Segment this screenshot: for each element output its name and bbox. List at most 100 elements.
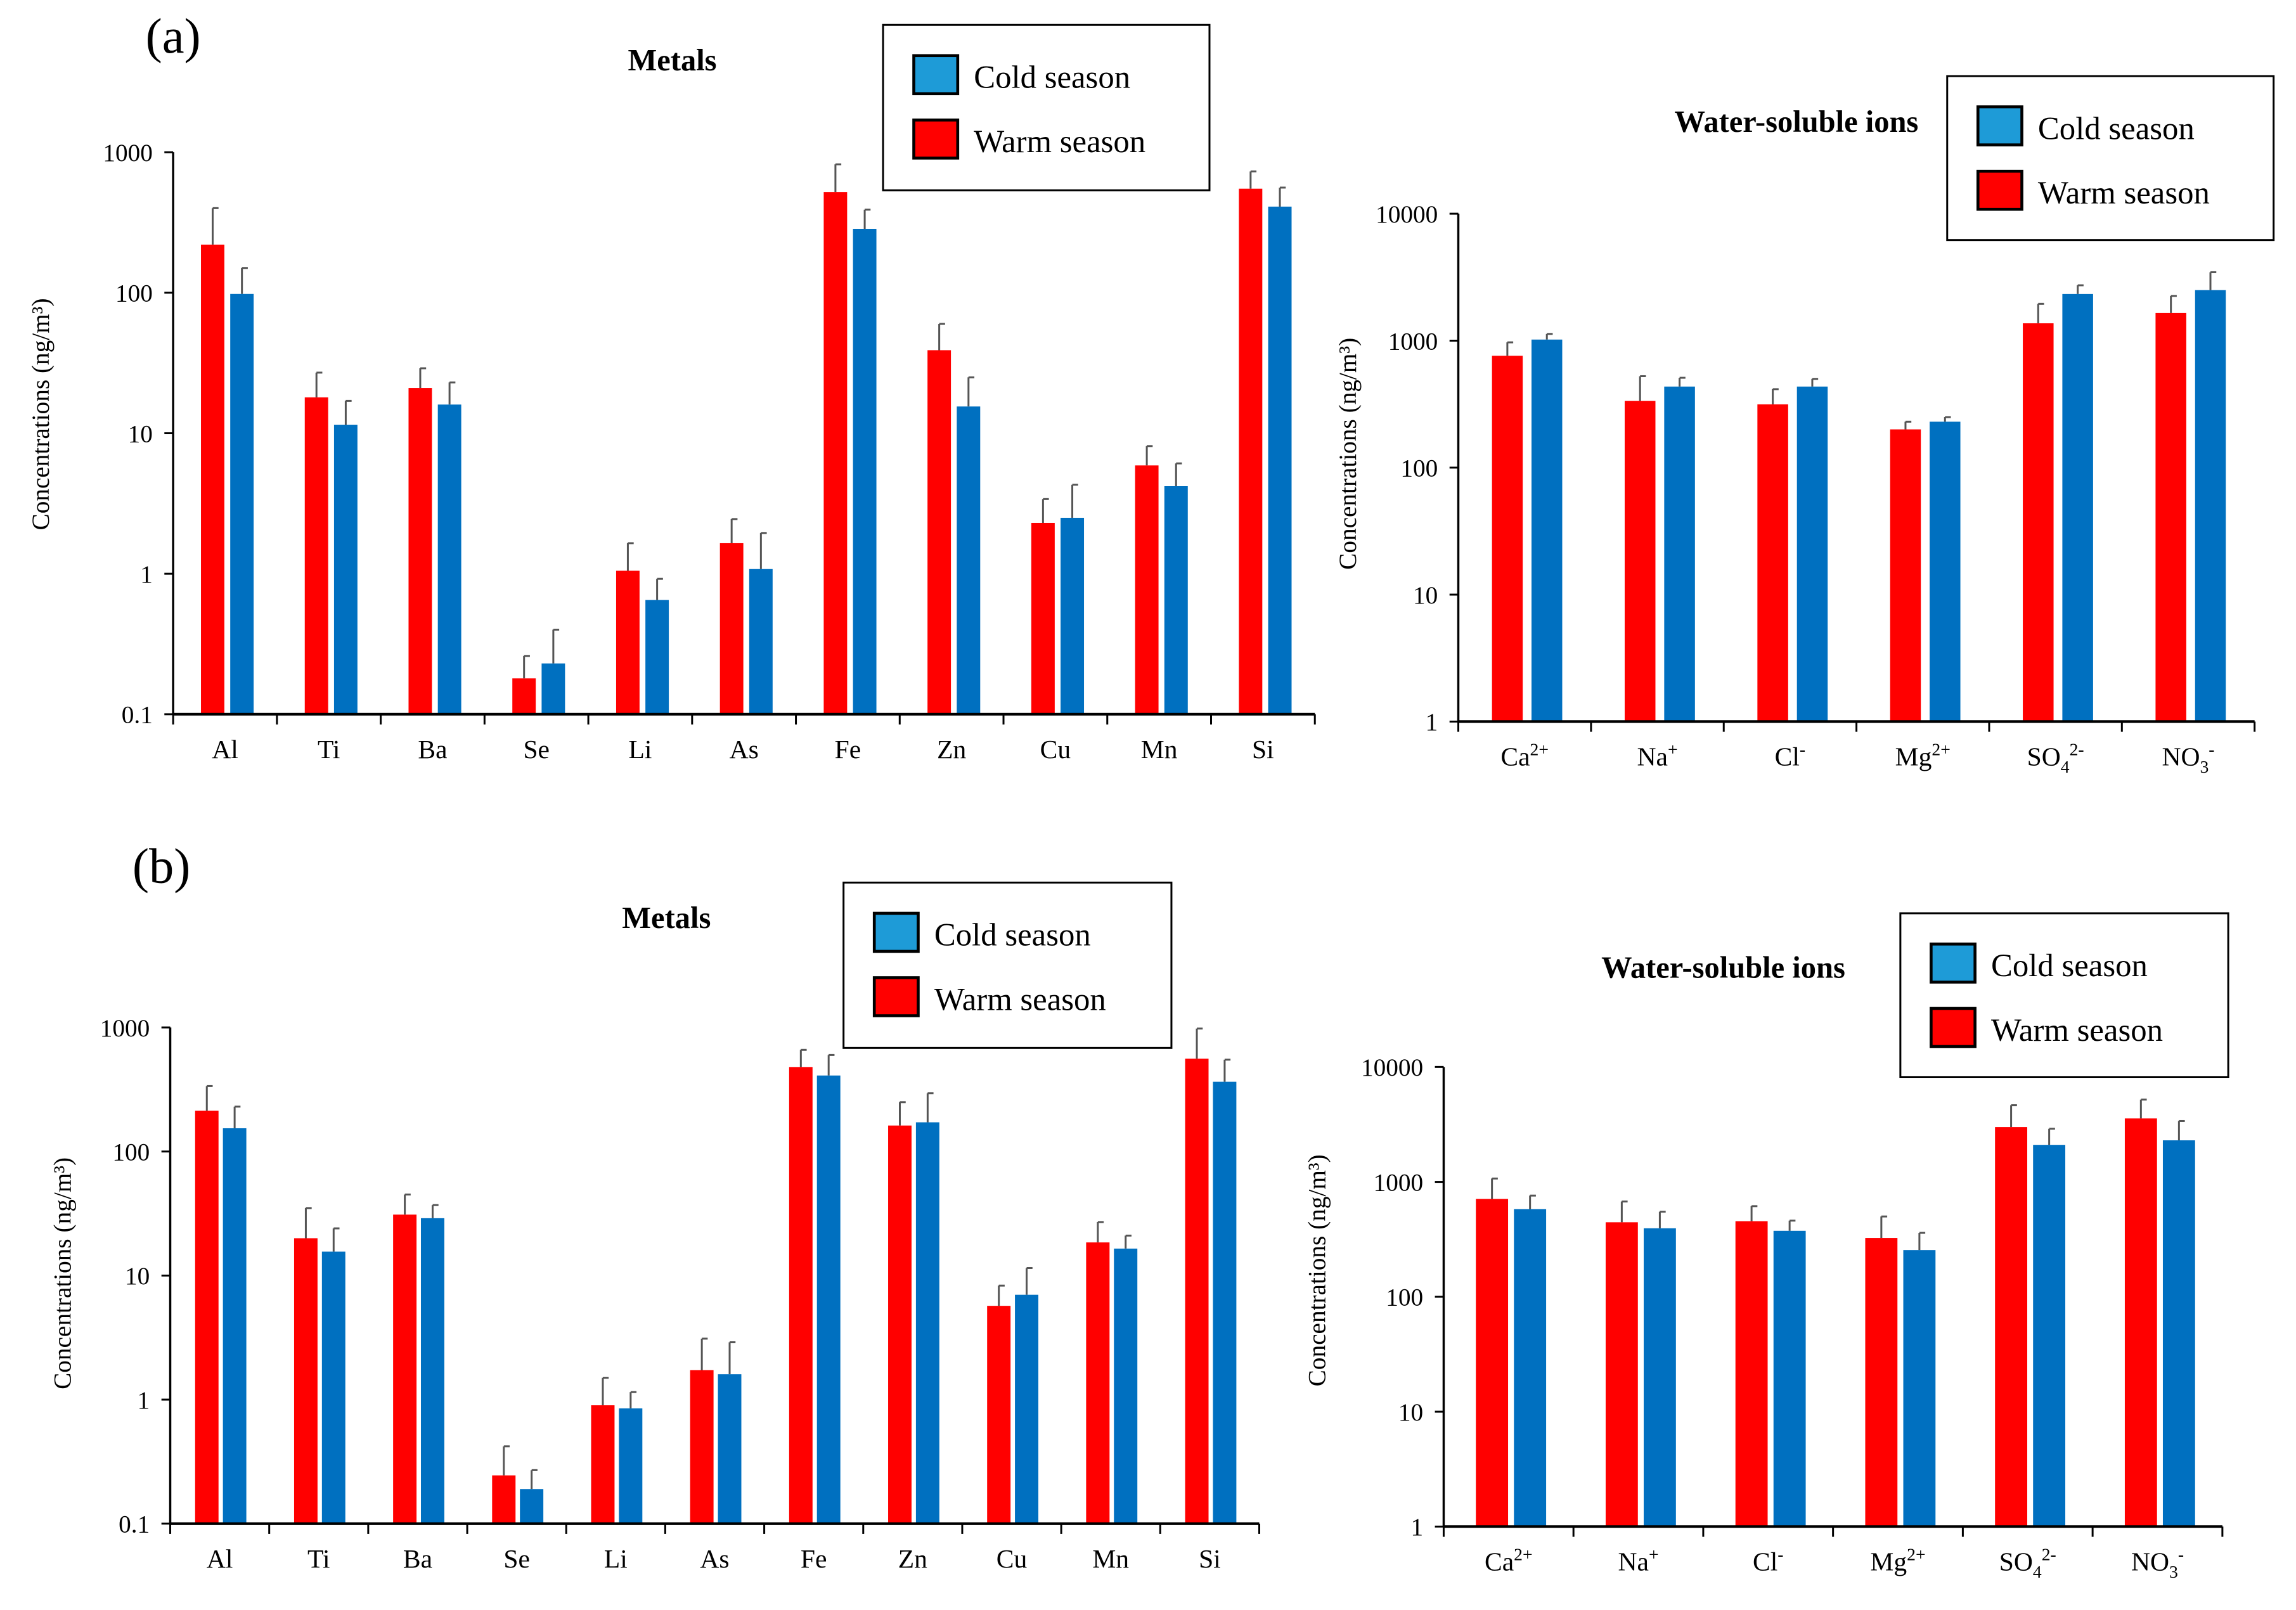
- label-part: 4: [2033, 1562, 2042, 1581]
- label-part: -: [2209, 739, 2214, 759]
- legend-entry-label: Warm season: [934, 981, 1106, 1017]
- warm-bar: [2124, 1118, 2157, 1527]
- legend-entry-label: Warm season: [2038, 175, 2210, 210]
- label-part: 2+: [1514, 1544, 1532, 1564]
- legend: Cold season Warm season: [842, 881, 1173, 1049]
- chart-title: Water-soluble ions: [1601, 951, 1845, 984]
- label-part: Zn: [937, 735, 966, 764]
- y-tick-label: 10000: [1361, 1054, 1423, 1081]
- x-tick-label: Fe: [835, 735, 861, 764]
- label-part: 2+: [1907, 1544, 1925, 1564]
- warm-bar: [1031, 522, 1055, 714]
- warm-bar: [1476, 1199, 1509, 1527]
- cold-bar: [1644, 1228, 1676, 1527]
- legend-entry-label: Cold season: [1991, 948, 2148, 983]
- label-part: Zn: [898, 1544, 927, 1573]
- legend-box: [882, 23, 1211, 191]
- warm-bar: [1185, 1059, 1209, 1524]
- y-tick-label: 100: [1386, 1284, 1423, 1311]
- y-tick-label: 1000: [103, 139, 153, 167]
- label-part: Ca: [1485, 1547, 1514, 1576]
- label-part: 3: [2200, 757, 2209, 776]
- label-part: Mn: [1092, 1544, 1129, 1573]
- cold-bar: [2062, 293, 2093, 722]
- x-tick-label: Cu: [1040, 735, 1071, 764]
- x-tick-label: Cl-: [1775, 739, 1806, 771]
- legend-entry-label: Warm season: [974, 124, 1145, 159]
- x-tick-label: Ti: [318, 735, 340, 764]
- warm-bar: [719, 543, 744, 714]
- y-axis-label: Concentrations (ng/m³): [1303, 1154, 1331, 1386]
- cold-season-swatch: [912, 54, 960, 96]
- warm-bar: [293, 1238, 318, 1524]
- x-tick-label: Zn: [937, 735, 966, 764]
- x-tick-label: Ca2+: [1500, 739, 1549, 771]
- cold-bar: [2162, 1140, 2195, 1527]
- cold-bar: [1773, 1230, 1806, 1527]
- label-part: Se: [503, 1544, 530, 1573]
- cold-bar: [1164, 486, 1188, 714]
- warm-season-swatch: [912, 119, 960, 160]
- warm-bar: [492, 1475, 516, 1524]
- x-tick-label: SO42-: [1999, 1544, 2056, 1581]
- y-tick-label: 1000: [100, 1015, 150, 1042]
- y-axis-label: Concentrations (ng/m³): [27, 298, 55, 530]
- y-tick-label: 1000: [1388, 328, 1438, 355]
- label-part: 2+: [1530, 739, 1549, 759]
- warm-bar: [927, 350, 951, 714]
- label-part: +: [1668, 739, 1678, 759]
- label-part: Na: [1618, 1547, 1649, 1576]
- warm-bar: [1239, 188, 1263, 714]
- label-part: Al: [207, 1544, 233, 1573]
- chart-b-ions: Water-soluble ions Concentrations (ng/m³)…: [1303, 912, 2229, 1581]
- chart-a-metals: (a) Metals Concentrations (ng/m³) 0.1 1 10 100…: [27, 8, 1316, 764]
- label-part: NO: [2131, 1547, 2169, 1576]
- chart-b-metals: (b) Metals Concentrations (ng/m³) 0.1 1 10 100…: [49, 838, 1260, 1573]
- x-tick-label: Ti: [307, 1544, 330, 1573]
- legend-entry-label: Cold season: [934, 917, 1091, 953]
- cold-bar: [957, 406, 981, 714]
- label-part: 4: [2061, 757, 2070, 776]
- panel-label: (b): [132, 838, 191, 893]
- x-tick-label: Mg2+: [1895, 739, 1951, 771]
- cold-bar: [321, 1251, 345, 1524]
- y-tick-label: 10000: [1376, 201, 1438, 228]
- warm-bar: [2155, 312, 2186, 722]
- cold-bar: [1061, 517, 1085, 714]
- x-tick-label: NO3-: [2131, 1544, 2184, 1581]
- y-tick-label: 10: [1398, 1399, 1423, 1426]
- x-tick-label: Ba: [403, 1544, 432, 1573]
- warm-bar: [512, 678, 536, 714]
- y-tick-label: 100: [1400, 455, 1438, 482]
- x-tick-label: Ca2+: [1485, 1544, 1533, 1576]
- label-part: Na: [1637, 742, 1668, 771]
- cold-bar: [421, 1218, 444, 1524]
- label-part: -: [2178, 1544, 2184, 1564]
- label-part: +: [1649, 1544, 1659, 1564]
- label-part: Cl: [1775, 742, 1800, 771]
- y-axis-label: Concentrations (ng/m³): [49, 1157, 77, 1389]
- cold-bar: [853, 228, 877, 714]
- cold-season-swatch: [872, 911, 920, 953]
- x-tick-label: Mn: [1092, 1544, 1129, 1573]
- legend-box: [842, 881, 1173, 1049]
- label-part: 3: [2169, 1562, 2178, 1581]
- x-tick-label: Fe: [801, 1544, 827, 1573]
- cold-bar: [1531, 339, 1563, 722]
- cold-bar: [1514, 1209, 1547, 1527]
- x-tick-label: Si: [1252, 735, 1274, 764]
- label-part: Ba: [418, 735, 447, 764]
- label-part: 2-: [2042, 1544, 2056, 1564]
- label-part: Li: [628, 735, 652, 764]
- label-part: 2+: [1932, 739, 1950, 759]
- y-tick-label: 1: [138, 1387, 150, 1414]
- warm-bar: [1757, 404, 1788, 722]
- label-part: NO: [2162, 742, 2200, 771]
- label-part: Cu: [1040, 735, 1071, 764]
- chart-title: Metals: [628, 44, 717, 77]
- label-part: Si: [1199, 1544, 1221, 1573]
- cold-bar: [1015, 1294, 1039, 1524]
- label-part: SO: [1999, 1547, 2033, 1576]
- label-part: As: [700, 1544, 729, 1573]
